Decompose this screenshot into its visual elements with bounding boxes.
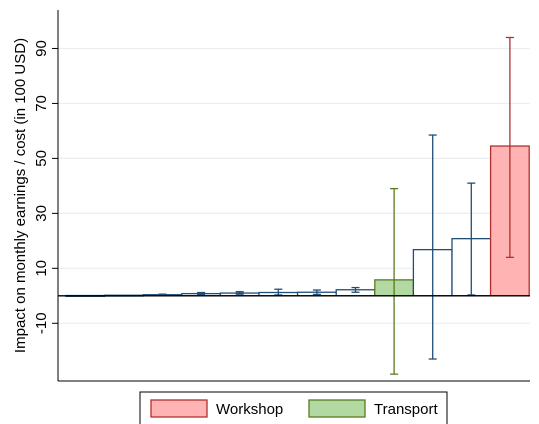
gridlines <box>58 47 530 324</box>
error-bar-9 <box>428 134 437 360</box>
error-bar-2 <box>158 293 167 296</box>
y-tick-label-0: -10 <box>33 312 50 334</box>
error-bar-10 <box>467 182 476 296</box>
y-tick-label-4: 70 <box>33 95 50 112</box>
legend-swatch-workshop <box>150 399 208 418</box>
error-bar-4 <box>235 291 244 295</box>
legend: Workshop Transport <box>139 391 448 424</box>
y-tick-label-5: 90 <box>33 40 50 57</box>
y-tick-label-2: 30 <box>33 205 50 222</box>
y-tick-label-1: 10 <box>33 260 50 277</box>
error-bar-3 <box>197 291 206 296</box>
error-bar-11 <box>505 36 514 258</box>
bars <box>65 145 530 297</box>
error-bar-6 <box>312 289 321 296</box>
error-bar-5 <box>274 288 283 296</box>
y-ticks: -10 10 30 50 70 90 <box>33 40 58 334</box>
legend-label-transport: Transport <box>374 401 438 418</box>
error-bar-7 <box>351 286 360 293</box>
legend-label-workshop: Workshop <box>216 401 283 418</box>
legend-swatch-transport <box>308 399 366 418</box>
y-axis-title: Impact on monthly earnings / cost (in 10… <box>12 38 29 353</box>
error-bar-8 <box>390 187 399 375</box>
y-tick-label-3: 50 <box>33 150 50 167</box>
